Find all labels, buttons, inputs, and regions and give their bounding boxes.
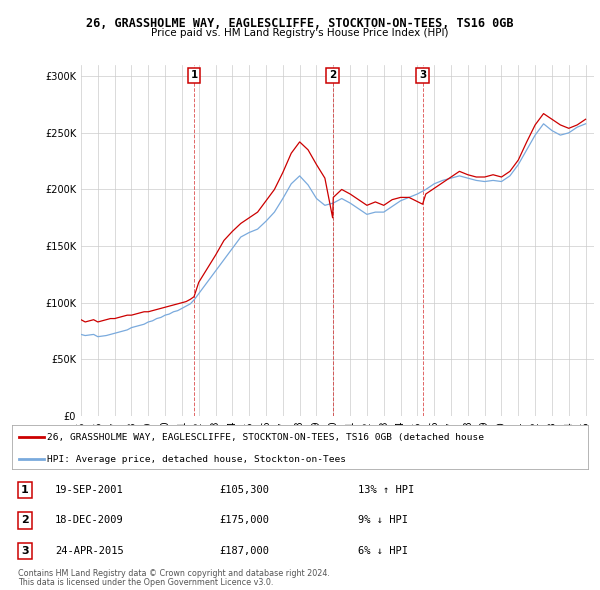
Text: 6% ↓ HPI: 6% ↓ HPI xyxy=(358,546,407,556)
Text: 2: 2 xyxy=(329,70,336,80)
Text: This data is licensed under the Open Government Licence v3.0.: This data is licensed under the Open Gov… xyxy=(18,578,274,587)
Text: 18-DEC-2009: 18-DEC-2009 xyxy=(55,516,124,526)
Text: Price paid vs. HM Land Registry's House Price Index (HPI): Price paid vs. HM Land Registry's House … xyxy=(151,28,449,38)
Text: 26, GRASSHOLME WAY, EAGLESCLIFFE, STOCKTON-ON-TEES, TS16 0GB (detached house: 26, GRASSHOLME WAY, EAGLESCLIFFE, STOCKT… xyxy=(47,432,484,442)
Text: 2: 2 xyxy=(21,516,29,526)
Text: 1: 1 xyxy=(21,486,29,495)
Text: £175,000: £175,000 xyxy=(220,516,269,526)
Text: £187,000: £187,000 xyxy=(220,546,269,556)
Text: 1: 1 xyxy=(190,70,197,80)
Text: 19-SEP-2001: 19-SEP-2001 xyxy=(55,486,124,495)
Text: HPI: Average price, detached house, Stockton-on-Tees: HPI: Average price, detached house, Stoc… xyxy=(47,455,346,464)
Text: 24-APR-2015: 24-APR-2015 xyxy=(55,546,124,556)
Text: Contains HM Land Registry data © Crown copyright and database right 2024.: Contains HM Land Registry data © Crown c… xyxy=(18,569,330,578)
Text: 9% ↓ HPI: 9% ↓ HPI xyxy=(358,516,407,526)
Text: 13% ↑ HPI: 13% ↑ HPI xyxy=(358,486,414,495)
Text: 26, GRASSHOLME WAY, EAGLESCLIFFE, STOCKTON-ON-TEES, TS16 0GB: 26, GRASSHOLME WAY, EAGLESCLIFFE, STOCKT… xyxy=(86,17,514,30)
Text: 3: 3 xyxy=(419,70,426,80)
Text: 3: 3 xyxy=(21,546,28,556)
Text: £105,300: £105,300 xyxy=(220,486,269,495)
